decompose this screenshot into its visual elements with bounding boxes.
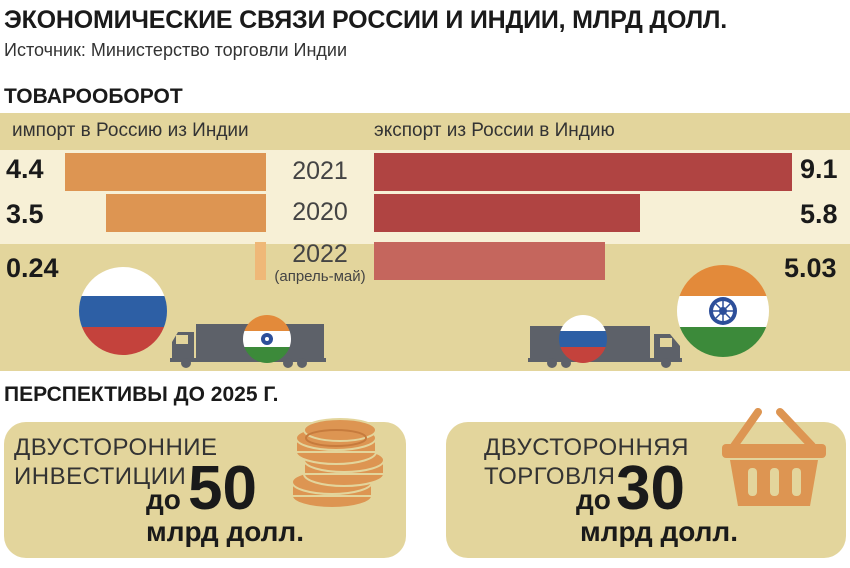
year-label-2020: 2020 — [292, 198, 348, 226]
export-value-2021: 9.1 — [800, 154, 838, 184]
basket-icon — [722, 408, 826, 506]
import-value-2021: 4.4 — [6, 154, 44, 184]
import-value-2020: 3.5 — [6, 199, 44, 229]
trade-heading: ТОВАРООБОРОТ — [4, 85, 183, 108]
year-label-2021: 2021 — [292, 157, 348, 185]
year-note-2022: (апрель-май) — [274, 268, 366, 285]
russia-flag-small-icon — [559, 315, 607, 363]
year-label-2022: 2022 — [292, 240, 348, 268]
export-value-2022: 5.03 — [784, 253, 837, 283]
trade-bars — [64, 153, 792, 280]
import-value-2022: 0.24 — [6, 253, 59, 283]
investment-value: 50 — [188, 454, 257, 523]
investment-line1: ДВУСТОРОННИЕ — [14, 434, 218, 461]
export-bar-2021 — [374, 153, 792, 191]
trade-line1: ДВУСТОРОННЯЯ — [484, 434, 689, 461]
trade-prefix: до — [576, 484, 611, 515]
trade-line2: ТОРГОВЛЯ — [484, 463, 616, 490]
india-flag-icon — [677, 265, 769, 357]
export-value-2020: 5.8 — [800, 199, 838, 229]
investment-prefix: до — [146, 484, 181, 515]
investment-unit: млрд долл. — [146, 516, 304, 547]
export-bar-2020 — [374, 194, 641, 232]
import-column-label: импорт в Россию из Индии — [12, 120, 249, 141]
coins-icon — [291, 418, 385, 509]
trade-value: 30 — [616, 454, 685, 523]
page-title: ЭКОНОМИЧЕСКИЕ СВЯЗИ РОССИИ И ИНДИИ, МЛРД… — [4, 6, 728, 34]
russia-flag-icon — [79, 267, 167, 355]
trade-unit: млрд долл. — [580, 516, 738, 547]
export-bar-2022 — [374, 242, 606, 280]
investment-line2: ИНВЕСТИЦИИ — [14, 463, 187, 490]
import-bar-2022 — [255, 242, 266, 280]
import-bar-2021 — [64, 153, 266, 191]
import-bar-2020 — [106, 194, 266, 232]
india-flag-small-icon — [243, 315, 291, 363]
export-column-label: экспорт из России в Индию — [374, 120, 615, 141]
source-note: Источник: Министерство торговли Индии — [4, 40, 348, 60]
prospects-heading: ПЕРСПЕКТИВЫ ДО 2025 Г. — [4, 383, 279, 406]
